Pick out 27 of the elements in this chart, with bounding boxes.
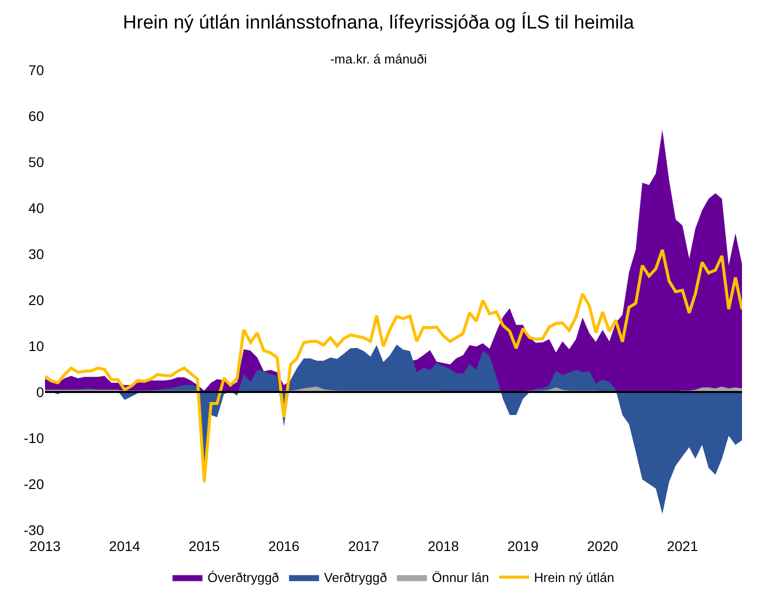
legend-label: Verðtryggð xyxy=(324,570,387,586)
y-tick-label: 20 xyxy=(28,292,44,308)
chart-title: Hrein ný útlán innlánsstofnana, lífeyrissjóða og ÍLS til heimila xyxy=(122,11,635,34)
x-tick-label: 2015 xyxy=(188,538,220,554)
y-tick-label: 60 xyxy=(28,108,44,124)
y-tick-label: 70 xyxy=(28,62,44,78)
y-tick-label: -30 xyxy=(24,522,44,538)
chart-subtitle: -ma.kr. á mánuði xyxy=(330,51,428,66)
line-series xyxy=(45,248,742,484)
x-tick-label: 2014 xyxy=(109,538,140,554)
y-tick-label: -10 xyxy=(24,430,44,446)
y-tick-label: 40 xyxy=(28,200,44,216)
x-tick-label: 2017 xyxy=(348,538,380,554)
y-tick-label: 10 xyxy=(28,338,44,354)
x-tick-label: 2013 xyxy=(29,538,61,554)
legend-label: Óverðtryggð xyxy=(208,570,280,586)
legend-label: Önnur lán xyxy=(432,570,490,586)
x-tick-label: 2021 xyxy=(666,538,698,554)
y-tick-label: 0 xyxy=(36,384,44,400)
x-tick-label: 2019 xyxy=(507,538,539,554)
y-tick-label: 50 xyxy=(28,154,44,170)
legend-label: Hrein ný útlán xyxy=(534,570,614,586)
x-tick-label: 2018 xyxy=(428,538,460,554)
y-tick-label: 30 xyxy=(28,246,44,262)
x-tick-label: 2016 xyxy=(268,538,300,554)
y-tick-label: -20 xyxy=(24,476,44,492)
x-tick-label: 2020 xyxy=(587,538,618,554)
